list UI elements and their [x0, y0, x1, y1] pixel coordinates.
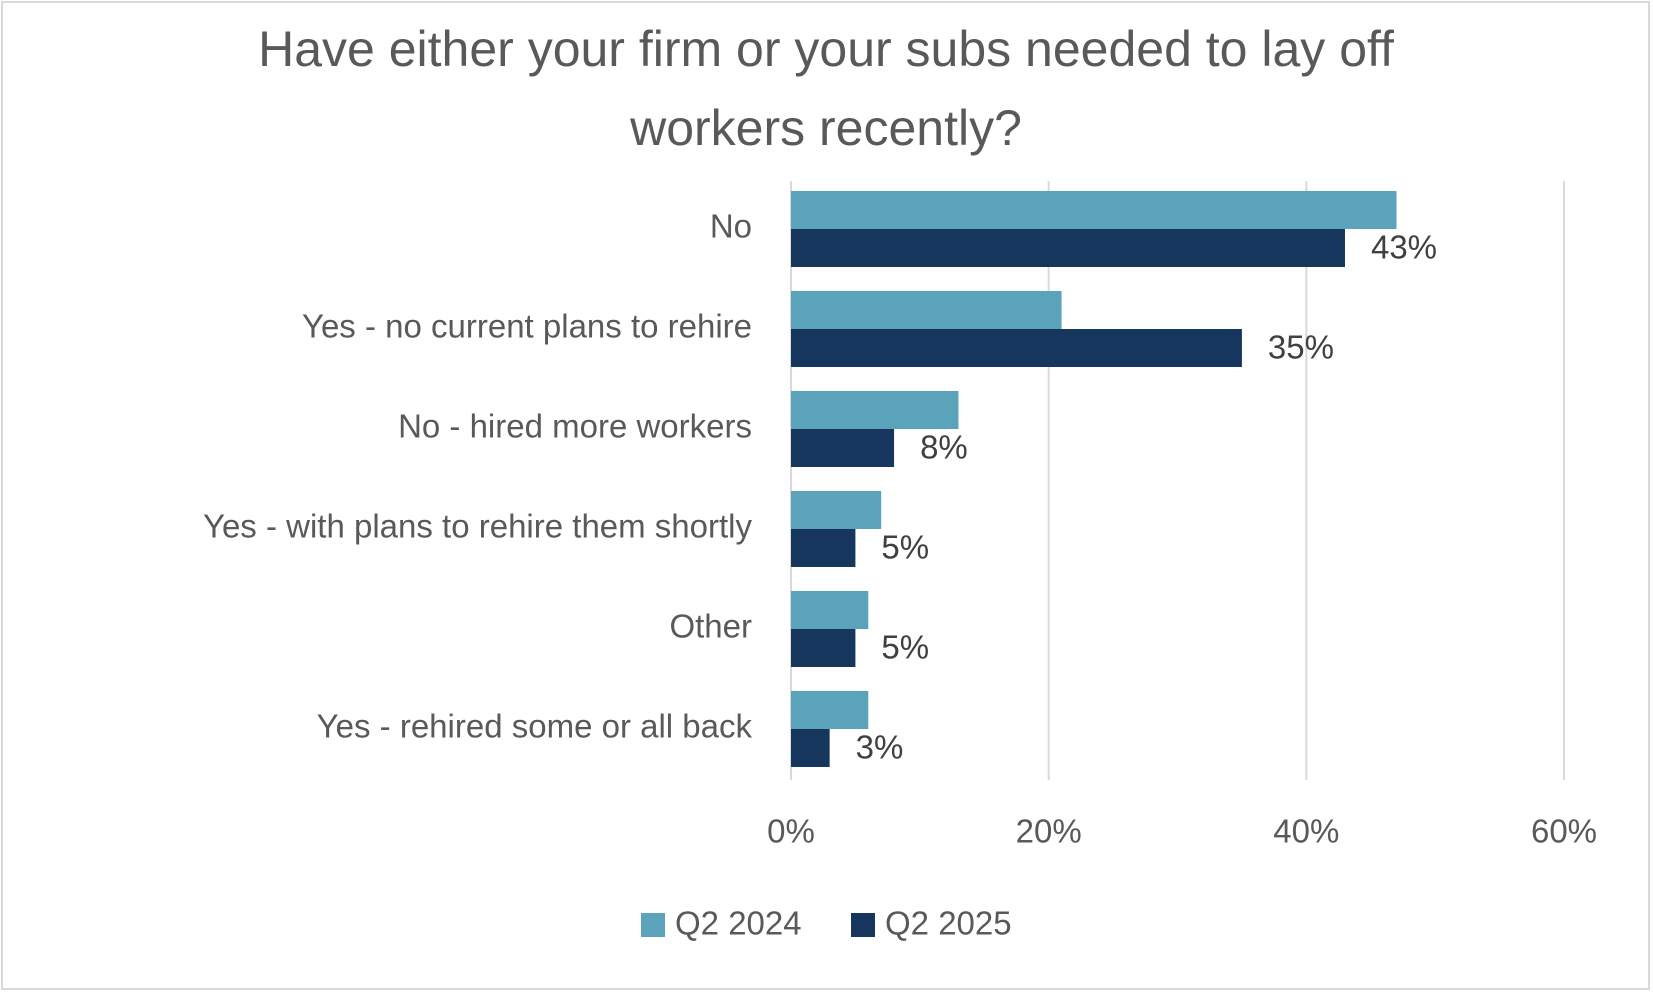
chart-title: Have either your firm or your subs neede… — [258, 21, 1394, 156]
category-label-3: Yes - with plans to rehire them shortly — [203, 508, 753, 545]
bar-q2-2025-0 — [791, 229, 1345, 267]
bar-q2-2024-4 — [791, 591, 869, 629]
bar-q2-2024-1 — [791, 291, 1062, 329]
x-tick-label-3: 60% — [1531, 813, 1597, 850]
gridlines — [790, 181, 1565, 780]
chart-title-line-2: workers recently? — [629, 100, 1022, 156]
category-label-5: Yes - rehired some or all back — [317, 708, 753, 745]
data-label-5: 3% — [856, 729, 904, 766]
data-labels: 43% 35% 8% 5% 5% 3% — [856, 229, 1437, 766]
category-labels: No Yes - no current plans to rehire No - h… — [203, 208, 753, 745]
category-label-0: No — [710, 208, 752, 245]
legend: Q2 2024 Q2 2025 — [641, 905, 1012, 942]
data-label-0: 43% — [1371, 229, 1437, 266]
x-tick-label-0: 0% — [767, 813, 815, 850]
legend-label-1: Q2 2025 — [885, 905, 1012, 942]
data-label-1: 35% — [1268, 329, 1334, 366]
bar-q2-2025-4 — [791, 629, 856, 667]
category-label-4: Other — [669, 608, 752, 645]
bar-q2-2024-2 — [791, 391, 959, 429]
bar-q2-2025-2 — [791, 429, 895, 467]
x-tick-label-1: 20% — [1016, 813, 1082, 850]
x-axis-tick-labels: 0% 20% 40% 60% — [767, 813, 1597, 850]
data-label-4: 5% — [881, 629, 929, 666]
bar-q2-2024-5 — [791, 691, 869, 729]
bars — [791, 191, 1397, 767]
x-tick-label-2: 40% — [1273, 813, 1339, 850]
bar-q2-2025-5 — [791, 729, 830, 767]
bar-q2-2025-3 — [791, 529, 856, 567]
chart-title-line-1: Have either your firm or your subs neede… — [258, 21, 1394, 77]
legend-label-0: Q2 2024 — [675, 905, 802, 942]
data-label-3: 5% — [881, 529, 929, 566]
category-label-1: Yes - no current plans to rehire — [302, 308, 752, 345]
bar-q2-2025-1 — [791, 329, 1242, 367]
bar-q2-2024-0 — [791, 191, 1397, 229]
data-label-2: 8% — [920, 429, 968, 466]
bar-q2-2024-3 — [791, 491, 882, 529]
legend-swatch-1 — [851, 913, 875, 937]
legend-swatch-0 — [641, 913, 665, 937]
category-label-2: No - hired more workers — [398, 408, 752, 445]
